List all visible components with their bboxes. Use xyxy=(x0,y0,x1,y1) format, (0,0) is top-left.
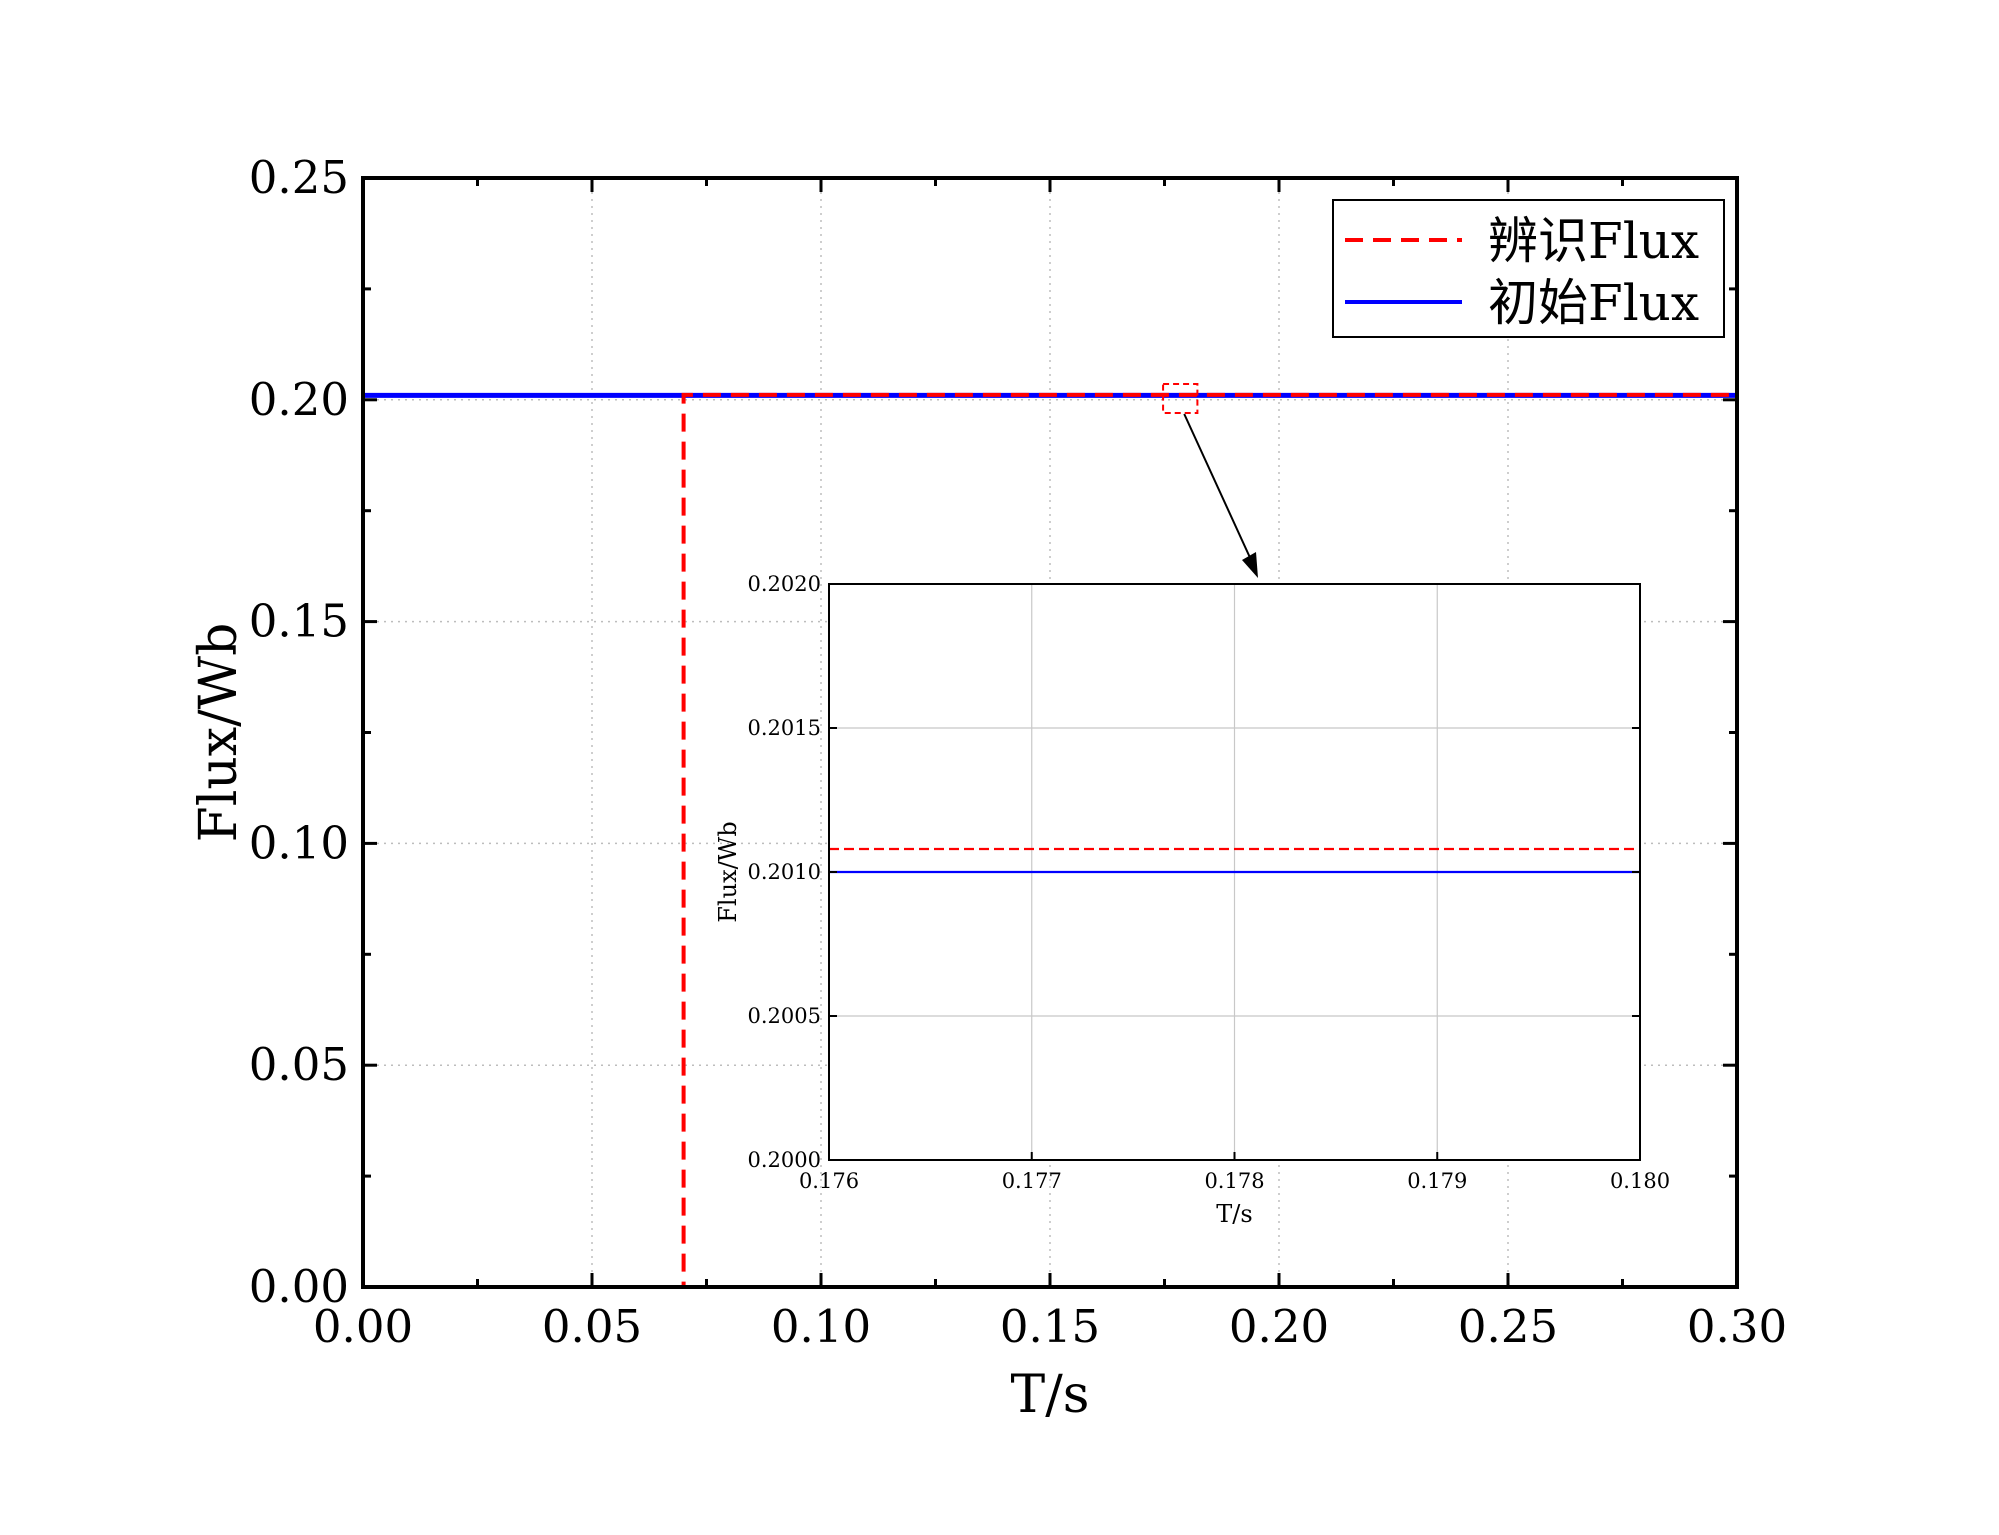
main-y-tick-label: 0.00 xyxy=(249,1260,349,1313)
main-x-tick-label: 0.15 xyxy=(1000,1300,1100,1353)
main-series-line-0 xyxy=(363,392,1737,1289)
legend-box xyxy=(1332,199,1725,338)
main-y-tick-label: 0.15 xyxy=(249,595,349,648)
main-x-tick-label: 0.00 xyxy=(313,1300,413,1353)
inset-y-tick-label: 0.2000 xyxy=(748,1148,821,1172)
inset-y-tick-label: 0.2020 xyxy=(748,572,821,596)
main-x-tick-label: 0.20 xyxy=(1229,1300,1329,1353)
inset-chart: 0.176 0.177 0.178 0.179 0.180 0.2000 0.2005 0.2… xyxy=(714,572,1670,1228)
inset-x-tick-label: 0.176 xyxy=(799,1169,859,1193)
zoom-region-marker xyxy=(1162,383,1199,414)
inset-x-axis-title: T/s xyxy=(1216,1200,1252,1228)
inset-x-tick-label: 0.177 xyxy=(1002,1169,1062,1193)
inset-x-tick-label: 0.178 xyxy=(1204,1169,1264,1193)
zoom-arrow xyxy=(1183,413,1258,578)
main-y-tick-label: 0.20 xyxy=(249,373,349,426)
inset-y-axis-title: Flux/Wb xyxy=(714,821,742,922)
inset-x-tick-label: 0.180 xyxy=(1610,1169,1670,1193)
inset-y-tick-label: 0.2005 xyxy=(748,1004,821,1028)
main-x-tick-label: 0.05 xyxy=(542,1300,642,1353)
inset-y-tick-label: 0.2010 xyxy=(748,860,821,884)
main-x-tick-label: 0.30 xyxy=(1687,1300,1787,1353)
legend-label-1: 初始Flux xyxy=(1488,274,1699,332)
main-y-tick-label: 0.25 xyxy=(249,151,349,204)
zoom-arrow-line xyxy=(1183,413,1253,563)
main-y-tick-label: 0.05 xyxy=(249,1038,349,1091)
inset-x-tick-label: 0.179 xyxy=(1407,1169,1467,1193)
legend-label-0: 辨识Flux xyxy=(1488,212,1699,270)
zoom-arrow-head xyxy=(1242,552,1258,578)
main-y-tick-label: 0.10 xyxy=(249,816,349,869)
main-x-axis-title: T/s xyxy=(1011,1365,1090,1425)
main-y-axis-title: Flux/Wb xyxy=(189,623,249,843)
main-x-tick-label: 0.25 xyxy=(1458,1300,1558,1353)
main-series-group xyxy=(363,392,1737,1289)
inset-y-tick-label: 0.2015 xyxy=(748,716,821,740)
main-ticks xyxy=(361,176,1739,1289)
main-x-tick-label: 0.10 xyxy=(771,1300,871,1353)
